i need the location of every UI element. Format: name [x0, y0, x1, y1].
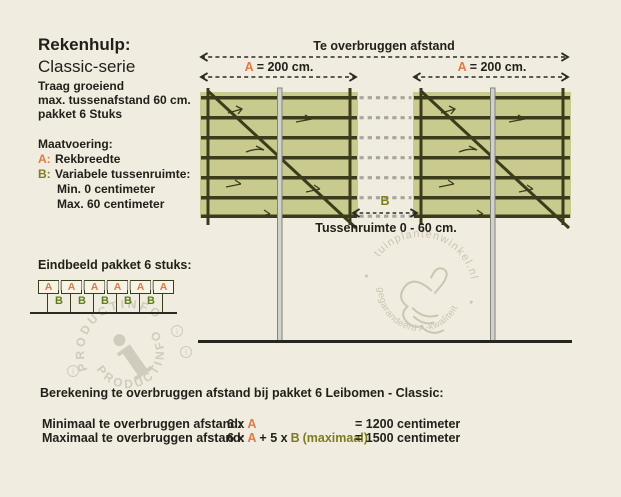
b-gap-label: B	[78, 295, 86, 307]
eindbeeld-heading: Eindbeeld pakket 6 stuks:	[38, 258, 192, 272]
b-max-note: Max. 60 centimeter	[57, 197, 165, 211]
total-distance-label: Te overbruggen afstand	[313, 39, 455, 53]
hatch-mark	[126, 281, 131, 290]
espalier-tree-right	[411, 86, 573, 343]
watermark-brand-slogan: gegarandeerd A-kwaliteit	[366, 285, 461, 344]
series-note-2: max. tussenafstand 60 cm.	[38, 93, 191, 107]
mini-post	[92, 293, 95, 313]
b-gap-label: B	[55, 295, 63, 307]
key-b: B:	[38, 167, 51, 181]
mini-ground-line	[30, 312, 177, 315]
series-note-1: Traag groeiend	[38, 79, 125, 93]
key-a: A	[244, 60, 254, 74]
circled-i-glyphs: i i i	[72, 327, 187, 376]
calculation-heading: Berekening te overbruggen afstand bij pa…	[40, 386, 444, 400]
a-box: A	[84, 280, 105, 294]
calc-row-max: Maximaal te overbruggen afstand:6 x A + 5 …	[42, 431, 460, 445]
svg-text:i: i	[185, 348, 187, 357]
maatvoering-row-a: A: Rekbreedte	[38, 152, 120, 166]
mini-post	[69, 293, 72, 313]
hatch-mark	[103, 281, 108, 290]
svg-text:i: i	[72, 367, 74, 376]
a-box: A	[38, 280, 59, 294]
key-a: A	[457, 60, 467, 74]
stamp-dot-left: •	[363, 270, 370, 283]
espalier-tree-left	[198, 86, 360, 343]
hatch-mark	[80, 281, 85, 290]
a-value: = 200 cm.	[256, 60, 314, 74]
calc-min-result: = 1200 centimeter	[355, 417, 461, 431]
gap-b-key: B	[380, 194, 390, 208]
label-b: Variabele tussenruimte:	[55, 167, 191, 181]
key-a: A:	[38, 152, 51, 166]
calc-max-formula: 6 x A + 5 x B (maximaal)	[227, 431, 368, 445]
page-title: Rekenhulp:	[38, 35, 131, 54]
watermark-brand-stamp: tuinplantenwinkel.nl gegarandeerd A-kwal…	[363, 216, 489, 344]
gap-range-label: Tussenruimte 0 - 60 cm.	[315, 221, 457, 235]
b-gap-label: B	[124, 295, 132, 307]
label-a: Rekbreedte	[55, 152, 121, 166]
formula-plus: + 5 x	[259, 431, 288, 445]
hatch-mark	[149, 281, 154, 290]
series-note-3: pakket 6 Stuks	[38, 107, 123, 121]
series-subtitle: Classic-serie	[38, 57, 136, 76]
calc-max-result: = 1500 centimeter	[355, 431, 461, 445]
b-min-note: Min. 0 centimeter	[57, 182, 156, 196]
hatch-mark	[57, 281, 62, 290]
gap-dashed-connectors	[359, 96, 412, 218]
mini-post	[115, 293, 118, 313]
formula-count: 6 x	[227, 417, 245, 431]
b-gap-label: B	[101, 295, 109, 307]
formula-b: B	[290, 431, 300, 445]
formula-count: 6 x	[227, 431, 245, 445]
formula-a: A	[247, 431, 257, 445]
formula-maximaal: (maximaal)	[302, 431, 368, 445]
calc-max-label: Maximaal te overbruggen afstand:	[42, 431, 245, 445]
width-a-label-right: A = 200 cm.	[413, 60, 571, 74]
width-a-label-left: A = 200 cm.	[200, 60, 358, 74]
a-box: A	[153, 280, 174, 294]
circled-i-icons	[67, 325, 192, 377]
calc-min-label: Minimaal te overbruggen afstand:	[42, 417, 243, 431]
thumbs-up-icon	[400, 267, 448, 334]
mini-post	[138, 293, 141, 313]
a-box: A	[130, 280, 151, 294]
a-box: A	[107, 280, 128, 294]
mini-post	[161, 293, 164, 313]
calc-row-min: Minimaal te overbruggen afstand:6 x A = 12…	[42, 417, 460, 431]
svg-text:gegarandeerd A-kwaliteit: gegarandeerd A-kwaliteit	[366, 285, 461, 344]
b-gap-label: B	[147, 295, 155, 307]
maatvoering-row-b: B: Variabele tussenruimte:	[38, 167, 190, 181]
a-box: A	[61, 280, 82, 294]
stamp-dot-right: •	[468, 296, 475, 309]
mini-post	[46, 293, 49, 313]
maatvoering-heading: Maatvoering:	[38, 137, 113, 151]
formula-a: A	[247, 417, 257, 431]
svg-text:i: i	[176, 327, 178, 336]
a-value: = 200 cm.	[469, 60, 527, 74]
